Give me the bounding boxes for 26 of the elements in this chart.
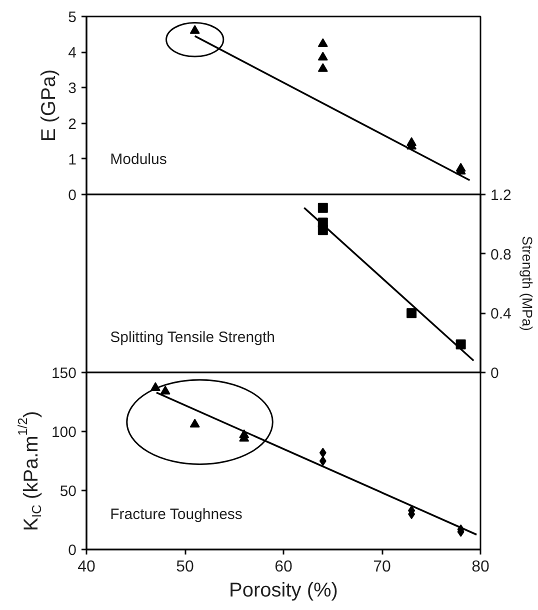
y2-tick-label: 0.8 <box>490 246 512 264</box>
y-tick-label: 150 <box>51 365 77 382</box>
y-tick-label: 1 <box>68 151 76 168</box>
x-tick-label: 80 <box>472 558 490 576</box>
y-tick-label: 50 <box>60 483 77 500</box>
y-axis-title: E (GPa) <box>38 69 60 142</box>
y-tick-label: 100 <box>51 424 77 441</box>
x-axis-title: Porosity (%) <box>229 580 338 602</box>
y-tick-label: 3 <box>68 80 76 98</box>
y2-tick-label: 0.4 <box>490 306 512 323</box>
y-tick-label: 5 <box>68 9 76 26</box>
y-tick-label: 4 <box>68 44 76 62</box>
y2-tick-label: 1.2 <box>490 187 512 204</box>
annotation: Splitting Tensile Strength <box>110 328 275 346</box>
x-tick-label: 60 <box>274 558 292 576</box>
y2-axis-title: Strength (MPa) <box>519 236 536 331</box>
y-tick-label: 0 <box>68 187 76 204</box>
y2-tick-label: 0 <box>490 365 499 382</box>
x-tick-label: 40 <box>78 558 96 576</box>
annotation: Fracture Toughness <box>110 506 242 523</box>
x-tick-label: 50 <box>176 558 194 576</box>
y-tick-label: 2 <box>68 116 76 133</box>
y-axis-title: KIC (kPa.m1/2) <box>15 411 44 531</box>
y-tick-label: 0 <box>68 542 76 559</box>
x-tick-label: 70 <box>373 558 391 576</box>
annotation: Modulus <box>110 150 167 168</box>
